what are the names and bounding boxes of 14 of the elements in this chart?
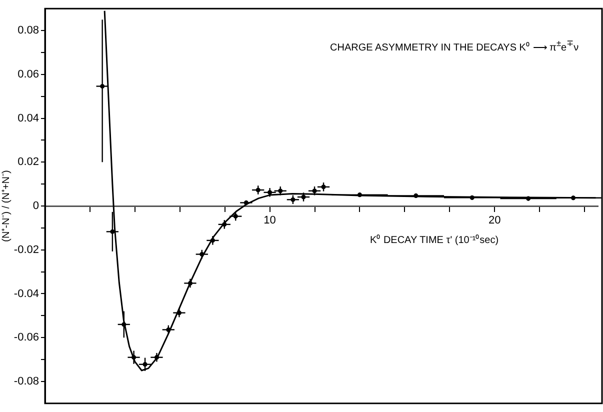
y-tick-label: 0.04 [18,112,39,124]
x-tick-label: 10 [264,214,276,227]
y-tick-label: 0 [32,200,39,212]
y-tick-label: -0.06 [14,332,39,344]
y-tick-label: 0.02 [18,156,39,168]
x-axis-title: K⁰ DECAY TIME τ' (10⁻¹⁰sec) [370,234,499,246]
y-tick-label: -0.04 [14,288,39,300]
y-tick-label: 0.08 [18,24,39,37]
y-tick-label: 0.06 [18,68,39,80]
text: CHARGE ASYMMETRY IN THE DECAYS K⁰ ⟶ π$^{±}$e$^{∓}$ν [330,38,579,54]
y-axis-title: (N⁺-N⁻) / (N⁺+N⁻) [0,170,12,242]
y-tick-label: -0.02 [14,244,39,256]
x-tick-label: 20 [488,214,501,227]
y-tick-label: -0.08 [14,376,39,388]
